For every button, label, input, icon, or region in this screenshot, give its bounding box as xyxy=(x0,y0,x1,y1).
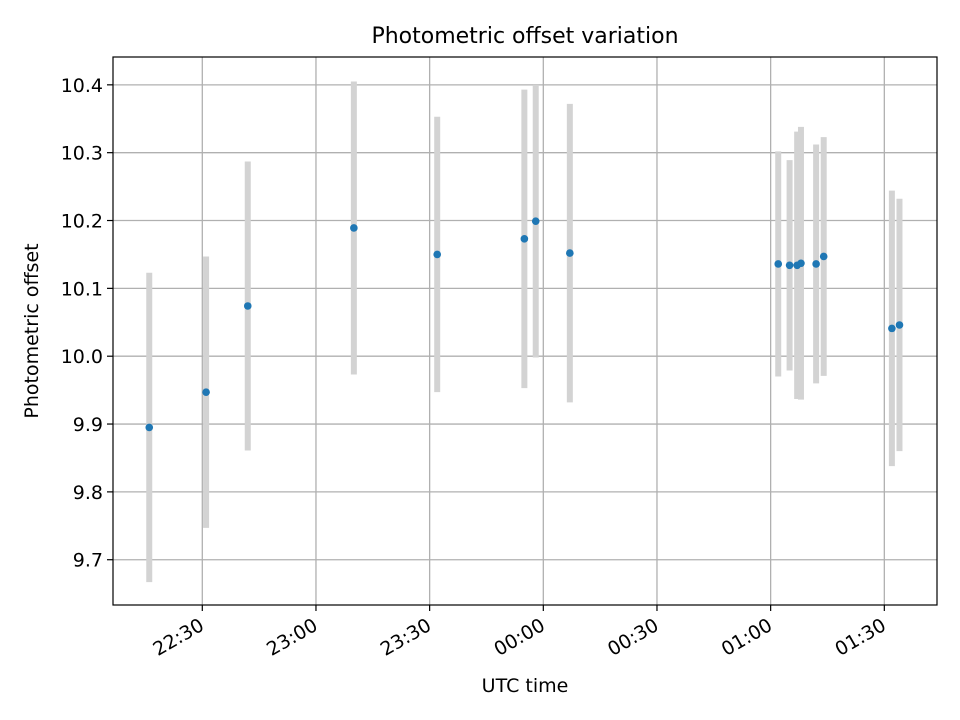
y-tick-label: 10.1 xyxy=(61,278,103,300)
y-tick-label: 9.7 xyxy=(73,550,103,572)
data-point xyxy=(797,259,805,268)
x-axis-label: UTC time xyxy=(482,675,569,697)
data-point xyxy=(812,260,820,268)
y-axis-label: Photometric offset xyxy=(21,243,43,418)
data-point xyxy=(785,261,794,270)
y-tick-label: 10.3 xyxy=(61,143,103,165)
data-point xyxy=(888,324,896,333)
y-axis-ticks: 9.7 9.8 9.9 10.0 10.1 10.2 10.3 10.4 xyxy=(61,75,113,572)
data-point xyxy=(520,235,529,243)
data-point xyxy=(819,252,828,261)
y-tick-label: 9.8 xyxy=(73,482,103,504)
data-points xyxy=(145,217,904,432)
data-point xyxy=(774,260,783,268)
plot-frame xyxy=(112,56,938,606)
data-point xyxy=(433,250,442,259)
chart-title: Photometric offset variation xyxy=(371,24,678,49)
y-tick-label: 10.0 xyxy=(61,346,103,368)
y-tick-label: 10.4 xyxy=(61,75,103,97)
data-point xyxy=(202,388,210,396)
data-point xyxy=(566,249,574,257)
data-point xyxy=(145,423,154,432)
y-tick-label: 9.9 xyxy=(73,414,103,436)
data-point xyxy=(350,224,358,232)
data-point xyxy=(531,217,540,225)
y-tick-label: 10.2 xyxy=(61,211,103,233)
data-point xyxy=(243,302,252,310)
data-point xyxy=(895,321,904,329)
